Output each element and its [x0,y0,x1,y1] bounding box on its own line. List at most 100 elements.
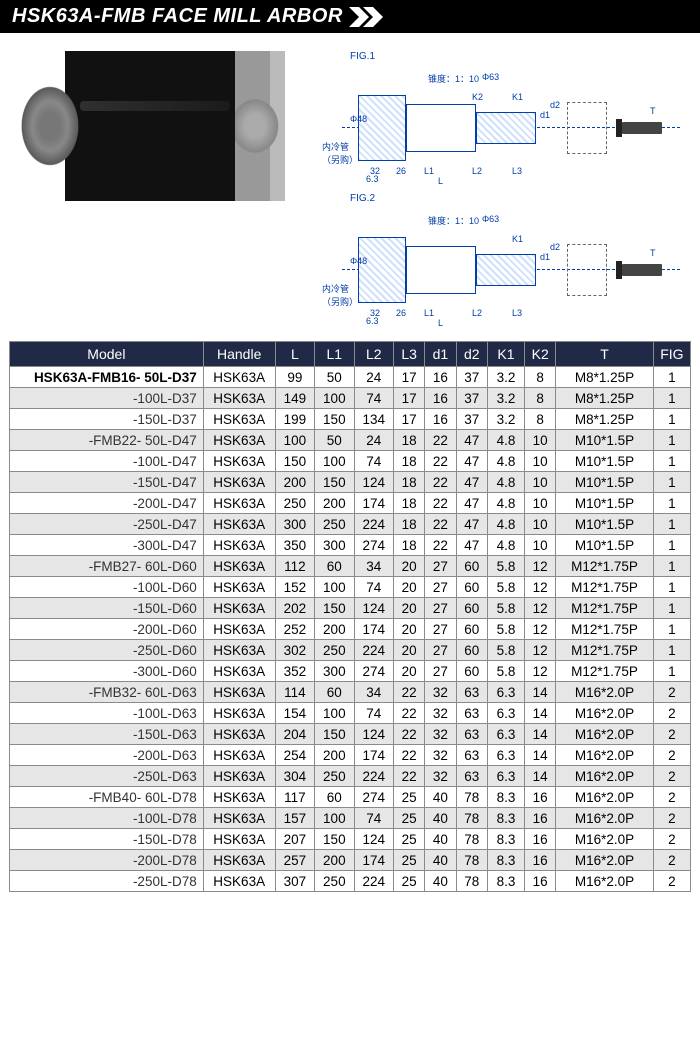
cell-value: M16*2.0P [556,766,653,787]
cell-value: 6.3 [487,745,524,766]
cell-value: 8 [525,388,556,409]
cell-value: 124 [354,829,393,850]
cell-value: HSK63A [203,619,275,640]
cell-value: 14 [525,766,556,787]
cell-value: 224 [354,514,393,535]
ann-l2: L2 [472,166,482,176]
cell-value: 60 [315,556,354,577]
cell-value: 60 [315,682,354,703]
cell-value: 10 [525,451,556,472]
cell-value: 2 [653,766,690,787]
cell-value: 200 [315,850,354,871]
col-header: FIG [653,342,690,367]
cell-value: HSK63A [203,409,275,430]
cell-value: 202 [275,598,314,619]
cell-value: 5.8 [487,661,524,682]
cell-value: HSK63A [203,724,275,745]
cell-model: -250L-D60 [10,640,204,661]
cell-value: 32 [425,724,456,745]
cell-value: M16*2.0P [556,724,653,745]
cell-value: 16 [525,787,556,808]
cell-value: 250 [315,514,354,535]
table-row: HSK63A-FMB16- 50L-D37HSK63A9950241716373… [10,367,691,388]
cell-value: 25 [393,829,424,850]
cell-value: 8 [525,367,556,388]
cell-value: 22 [393,745,424,766]
cell-value: 3.2 [487,388,524,409]
cell-value: 74 [354,808,393,829]
cell-value: 47 [456,472,487,493]
cell-value: 47 [456,430,487,451]
cell-value: 78 [456,850,487,871]
cell-value: 100 [315,388,354,409]
table-row: -200L-D63HSK63A2542001742232636.314M16*2… [10,745,691,766]
cell-value: 5.8 [487,619,524,640]
cell-value: M12*1.75P [556,598,653,619]
ann-d1-2: d1 [540,252,550,262]
cell-value: 14 [525,745,556,766]
cell-value: 40 [425,829,456,850]
cell-value: 18 [393,514,424,535]
col-header: L1 [315,342,354,367]
cell-value: 200 [315,619,354,640]
cell-value: 124 [354,724,393,745]
table-row: -300L-D60HSK63A3523002742027605.812M12*1… [10,661,691,682]
cell-value: 32 [425,745,456,766]
table-row: -150L-D63HSK63A2041501242232636.314M16*2… [10,724,691,745]
cell-value: M12*1.75P [556,640,653,661]
cell-value: M12*1.75P [556,556,653,577]
cell-value: 25 [393,787,424,808]
cell-value: 60 [456,640,487,661]
cell-value: HSK63A [203,367,275,388]
cell-value: 204 [275,724,314,745]
cell-value: HSK63A [203,493,275,514]
cell-value: 300 [315,661,354,682]
ann-k2: K2 [472,92,483,102]
cell-value: HSK63A [203,745,275,766]
cell-value: 124 [354,472,393,493]
cell-value: 274 [354,535,393,556]
ann-l1: L1 [424,166,434,176]
cell-value: M16*2.0P [556,871,653,892]
cell-model: -150L-D37 [10,409,204,430]
cell-value: 24 [354,367,393,388]
cell-value: 100 [315,451,354,472]
cell-value: 1 [653,661,690,682]
cell-value: 300 [275,514,314,535]
cell-value: 40 [425,850,456,871]
cell-value: 114 [275,682,314,703]
cell-model: -250L-D63 [10,766,204,787]
cell-value: M10*1.5P [556,430,653,451]
cell-value: 78 [456,829,487,850]
col-header: d1 [425,342,456,367]
cell-value: 174 [354,619,393,640]
cell-value: 60 [456,598,487,619]
technical-diagram-fig1: 锥度：1：10 Φ63 Φ48 K1 K2 d1 d2 T 内冷管（另购） 32… [322,70,690,185]
cell-value: 4.8 [487,493,524,514]
cell-model: -200L-D78 [10,850,204,871]
cell-value: 14 [525,682,556,703]
cell-value: 74 [354,451,393,472]
cell-value: 12 [525,661,556,682]
table-row: -100L-D63HSK63A154100742232636.314M16*2.… [10,703,691,724]
ann-l3-2: L3 [512,308,522,318]
cell-model: -200L-D60 [10,619,204,640]
cell-value: 50 [315,430,354,451]
cell-value: 8.3 [487,829,524,850]
cell-model: -100L-D60 [10,577,204,598]
cell-value: 274 [354,787,393,808]
cell-value: 32 [425,766,456,787]
cell-value: 14 [525,703,556,724]
cell-value: 2 [653,808,690,829]
cell-value: 1 [653,514,690,535]
cell-value: 32 [425,703,456,724]
cell-value: M12*1.75P [556,619,653,640]
table-row: -100L-D37HSK63A149100741716373.28M8*1.25… [10,388,691,409]
cell-value: 5.8 [487,556,524,577]
table-row: -200L-D78HSK63A2572001742540788.316M16*2… [10,850,691,871]
cell-value: 252 [275,619,314,640]
cell-value: 34 [354,682,393,703]
ann-26-2: 26 [396,308,406,318]
ann-63b: 6.3 [366,174,379,184]
cell-value: 2 [653,745,690,766]
